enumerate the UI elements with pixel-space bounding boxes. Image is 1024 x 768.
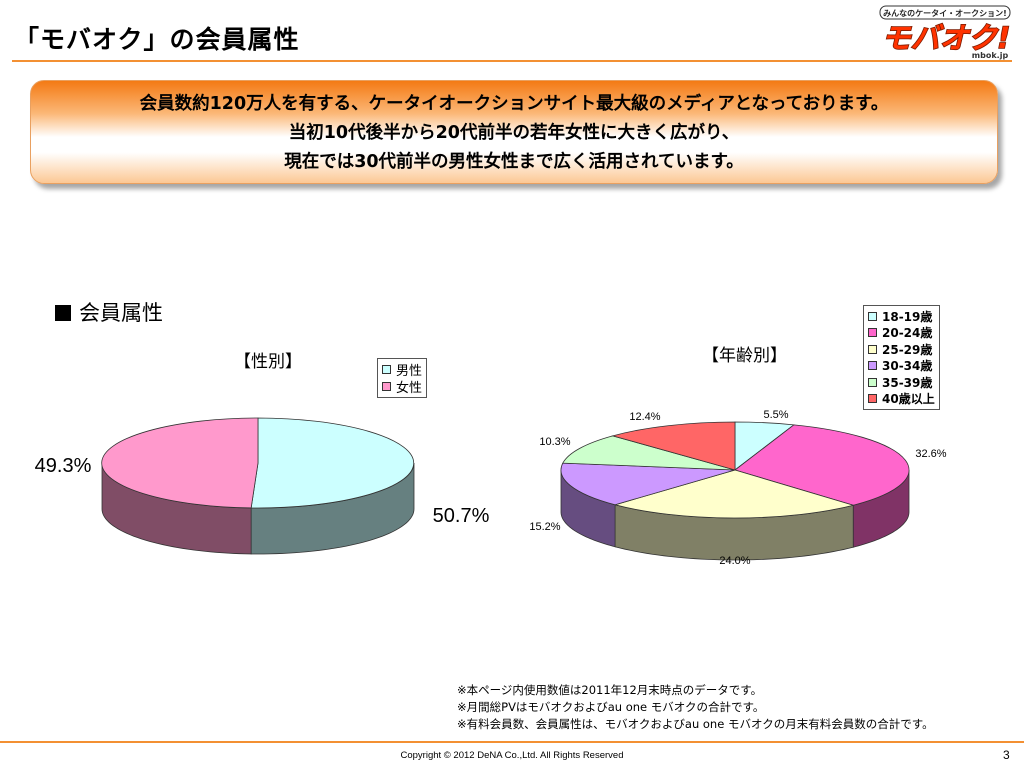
page-number: 3	[1003, 748, 1010, 762]
gender-pie: 50.7% 49.3%	[35, 417, 490, 555]
gender-data-label: 50.7%	[433, 505, 490, 527]
section-heading-label: 会員属性	[79, 301, 163, 325]
gender-legend-item: 男性	[382, 361, 423, 379]
title-divider	[12, 60, 1012, 62]
age-legend-swatch	[868, 311, 877, 321]
age-legend-label: 18-19歳	[882, 309, 933, 324]
age-data-label: 32.6%	[915, 448, 946, 460]
age-legend-label: 20-24歳	[882, 326, 933, 341]
age-slice-40歳以上	[611, 421, 736, 471]
age-slice-25-29歳	[613, 469, 855, 519]
summary-text: 会員数約120万人を有する、ケータイオークションサイト最大級のメディアとなってお…	[30, 90, 998, 177]
age-legend-swatch	[868, 394, 877, 404]
copyright: Copyright © 2012 DeNA Co.,Ltd. All Right…	[400, 750, 624, 761]
summary-line-1: 会員数約120万人を有する、ケータイオークションサイト最大級のメディアとなってお…	[139, 94, 889, 114]
gender-legend: 男性 女性	[377, 358, 428, 398]
age-legend-label: 35-39歳	[882, 375, 933, 390]
age-data-label: 10.3%	[539, 436, 570, 448]
age-legend-swatch	[868, 344, 877, 354]
age-slice-30-34歳	[560, 462, 736, 506]
gender-data-label: 49.3%	[35, 455, 92, 477]
logo-name: モバオク!	[882, 21, 1011, 55]
gender-legend-item: 女性	[382, 378, 423, 396]
age-data-label: 24.0%	[719, 555, 750, 567]
age-slice-20-24歳	[734, 424, 910, 506]
age-data-label: 15.2%	[529, 521, 560, 533]
gender-legend-label: 女性	[396, 381, 423, 396]
mobaoku-logo: みんなのケータイ・オークション! モバオク! mbok.jp	[879, 5, 1011, 60]
logo-tagline: みんなのケータイ・オークション!	[883, 8, 1007, 18]
gender-slice-女性	[101, 417, 259, 509]
age-data-label: 12.4%	[629, 411, 660, 423]
age-legend-label: 30-34歳	[882, 359, 933, 374]
age-legend-item: 30-34歳	[868, 358, 935, 375]
summary-line-3: 現在では30代前半の男性女性まで広く活用されています。	[284, 152, 744, 172]
age-legend-item: 25-29歳	[868, 341, 935, 358]
footer-divider	[0, 741, 1024, 743]
age-legend: 18-19歳 20-24歳 25-29歳 30-34歳 35-39歳 40歳以上	[863, 305, 940, 410]
age-legend-swatch	[868, 361, 877, 371]
age-legend-swatch	[868, 328, 877, 338]
summary-banner	[30, 80, 998, 184]
footnote-2: ※月間総PVはモバオクおよびau one モバオクの合計です。	[457, 700, 765, 714]
section-heading: 会員属性	[55, 297, 163, 327]
age-legend-item: 40歳以上	[868, 391, 935, 408]
footnotes: ※本ページ内使用数値は2011年12月末時点のデータです。 ※月間総PVはモバオ…	[457, 682, 934, 733]
gender-chart-title: 【性別】	[234, 352, 302, 372]
age-legend-item: 18-19歳	[868, 308, 935, 325]
age-legend-label: 40歳以上	[882, 392, 935, 407]
age-slice-35-39歳	[562, 435, 736, 471]
gender-legend-swatch	[382, 365, 391, 374]
footnote-3: ※有料会員数、会員属性は、モバオクおよびau one モバオクの月末有料会員数の…	[457, 717, 934, 731]
age-legend-item: 20-24歳	[868, 325, 935, 342]
footnote-1: ※本ページ内使用数値は2011年12月末時点のデータです。	[457, 683, 763, 697]
logo-domain: mbok.jp	[972, 51, 1009, 60]
summary-line-2: 当初10代後半から20代前半の若年女性に大きく広がり、	[288, 123, 740, 143]
age-legend-swatch	[868, 377, 877, 387]
gender-slice-男性	[250, 417, 415, 509]
age-pie: 5.5% 32.6% 24.0% 15.2% 10.3% 12.4%	[529, 409, 946, 567]
square-bullet-icon	[55, 305, 71, 321]
page-title: 「モバオク」の会員属性	[14, 25, 300, 54]
age-data-label: 5.5%	[763, 409, 788, 421]
age-legend-item: 35-39歳	[868, 374, 935, 391]
gender-legend-swatch	[382, 382, 391, 391]
age-legend-label: 25-29歳	[882, 342, 933, 357]
age-chart-title: 【年齢別】	[702, 346, 787, 366]
gender-legend-label: 男性	[396, 364, 423, 379]
